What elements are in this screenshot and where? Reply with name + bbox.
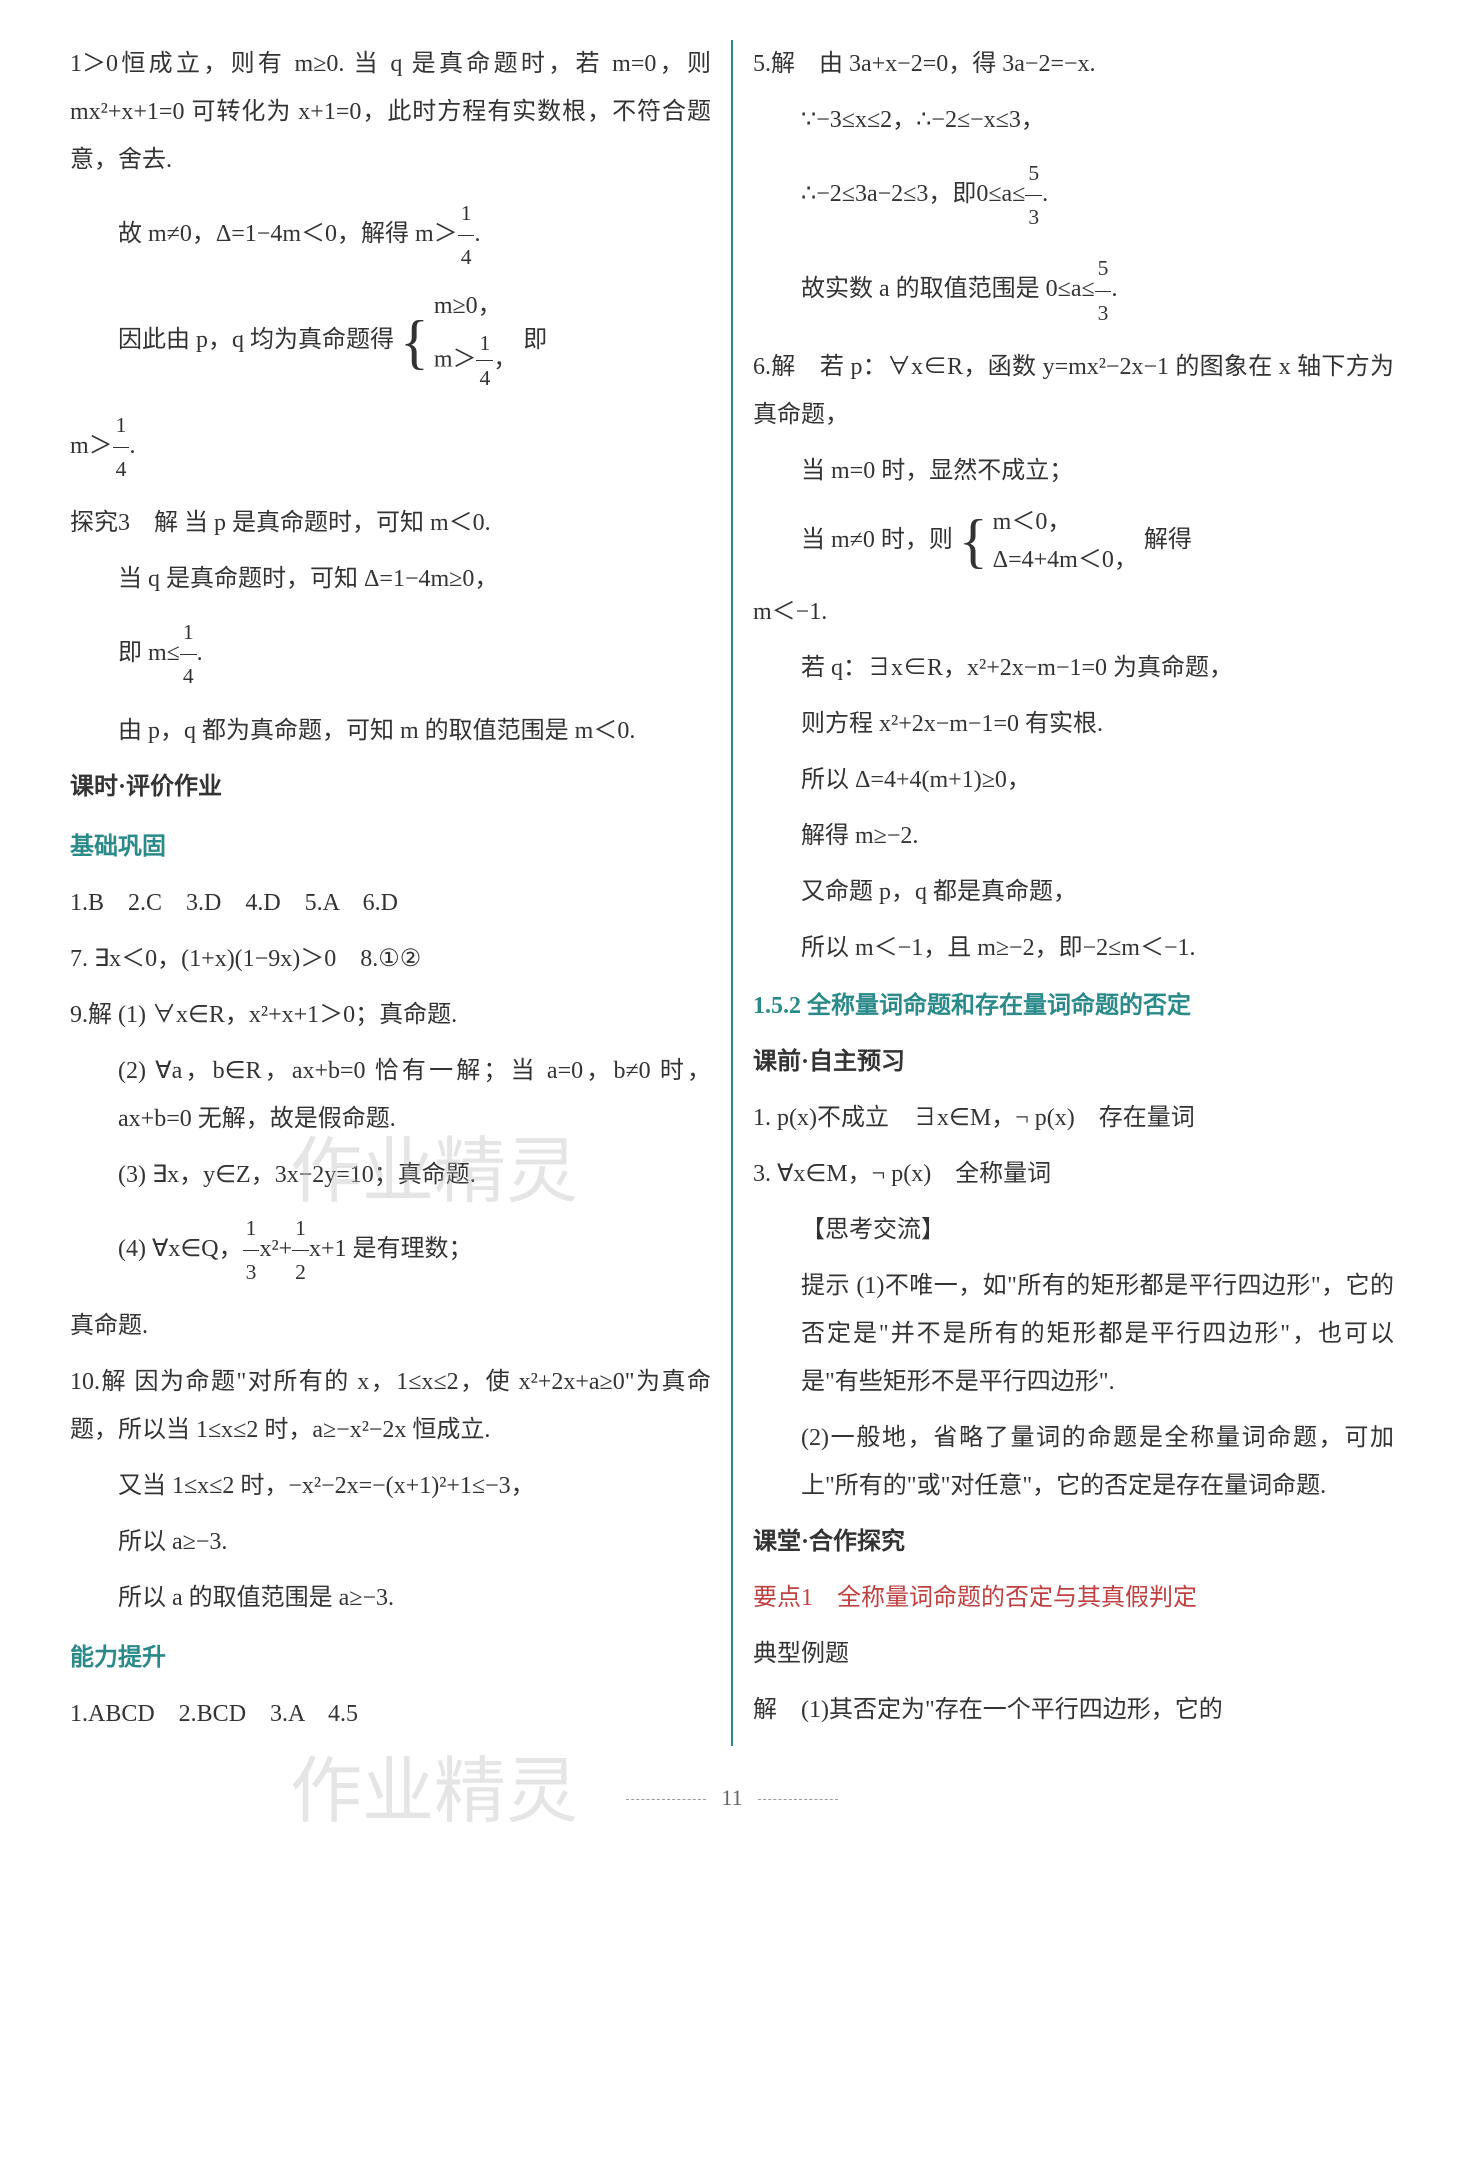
paragraph: 所以 m＜−1，且 m≥−2，即−2≤m＜−1. bbox=[753, 924, 1394, 972]
subsection-heading: 基础巩固 bbox=[70, 823, 711, 871]
explore-label: 探究3 解 当 p 是真命题时，可知 m＜0. bbox=[70, 499, 711, 547]
text: m＞ bbox=[70, 433, 113, 459]
paragraph: 故实数 a 的取值范围是 0≤a≤53. bbox=[753, 247, 1394, 334]
paragraph: m＜−1. bbox=[753, 588, 1394, 636]
solution: 解 (1)其否定为"存在一个平行四边形，它的 bbox=[753, 1686, 1394, 1734]
brace-line: Δ=4+4m＜0， bbox=[993, 541, 1138, 579]
hint-label: 提示 bbox=[801, 1273, 850, 1299]
label: 9.解 bbox=[70, 1002, 112, 1028]
paragraph: 又命题 p，q 都是真命题， bbox=[753, 868, 1394, 916]
question: 5.解 由 3a+x−2=0，得 3a−2=−x. bbox=[753, 40, 1394, 88]
right-column: 5.解 由 3a+x−2=0，得 3a−2=−x. ∵−3≤x≤2，∴−2≤−x… bbox=[733, 40, 1414, 1746]
brace-system: { m＜0， Δ=4+4m＜0， bbox=[959, 503, 1138, 580]
paragraph: 所以 a≥−3. bbox=[70, 1518, 711, 1566]
section-heading: 课堂·合作探究 bbox=[753, 1518, 1394, 1566]
text: 故 m≠0，Δ=1−4m＜0，解得 m＞ bbox=[118, 221, 458, 247]
paragraph: 解得 m≥−2. bbox=[753, 812, 1394, 860]
label: 5.解 bbox=[753, 51, 795, 77]
text: 即 m≤ bbox=[118, 640, 180, 666]
text: 解 当 p 是真命题时，可知 m＜0. bbox=[154, 510, 491, 536]
hint: (2)一般地，省略了量词的命题是全称量词命题，可加上"所有的"或"对任意"，它的… bbox=[753, 1414, 1394, 1510]
text: 解得 bbox=[1144, 527, 1192, 553]
left-column: 1＞0恒成立，则有 m≥0. 当 q 是真命题时，若 m=0，则 mx²+x+1… bbox=[50, 40, 733, 1746]
text: 由 3a+x−2=0，得 3a−2=−x. bbox=[819, 51, 1096, 77]
fraction: 14 bbox=[458, 192, 475, 279]
paragraph: 当 m≠0 时，则 { m＜0， Δ=4+4m＜0， 解得 bbox=[753, 503, 1394, 580]
text: 因此由 p，q 均为真命题得 bbox=[118, 327, 394, 353]
fraction: 53 bbox=[1095, 247, 1112, 334]
fraction: 14 bbox=[180, 611, 197, 698]
label: 10.解 bbox=[70, 1369, 127, 1395]
thinking-label: 【思考交流】 bbox=[753, 1206, 1394, 1254]
text: 若 p：∀x∈R，函数 y=mx²−2x−1 的图象在 x 轴下方为真命题， bbox=[753, 354, 1394, 428]
preview-item: 1. p(x)不成立 ∃x∈M，¬ p(x) 存在量词 bbox=[753, 1094, 1394, 1142]
paragraph: 若 q：∃x∈R，x²+2x−m−1=0 为真命题， bbox=[753, 644, 1394, 692]
text: x²+ bbox=[259, 1236, 292, 1262]
page-wrapper: 作业精灵 作业精灵 1＞0恒成立，则有 m≥0. 当 q 是真命题时，若 m=0… bbox=[50, 40, 1414, 1820]
text: 因为命题"对所有的 x，1≤x≤2，使 x²+2x+a≥0"为真命题，所以当 1… bbox=[70, 1369, 711, 1443]
paragraph: 因此由 p，q 均为真命题得 { m≥0， m＞14， 即 bbox=[70, 287, 711, 395]
brace-system: { m≥0， m＞14， bbox=[400, 287, 517, 395]
text: (1)不唯一，如"所有的矩形都是平行四边形"，它的否定是"并不是所有的矩形都是平… bbox=[801, 1273, 1394, 1395]
paragraph: (2) ∀a，b∈R，ax+b=0 恰有一解；当 a=0，b≠0 时，ax+b=… bbox=[70, 1047, 711, 1143]
paragraph: 当 m=0 时，显然不成立； bbox=[753, 447, 1394, 495]
text: ∴−2≤3a−2≤3，即0≤a≤ bbox=[801, 181, 1025, 207]
text: 即 bbox=[523, 327, 547, 353]
paragraph: 由 p，q 都为真命题，可知 m 的取值范围是 m＜0. bbox=[70, 707, 711, 755]
brace-line: m＞14， bbox=[434, 326, 517, 396]
paragraph: 当 q 是真命题时，可知 Δ=1−4m≥0， bbox=[70, 555, 711, 603]
paragraph: 所以 Δ=4+4(m+1)≥0， bbox=[753, 756, 1394, 804]
fraction: 12 bbox=[292, 1207, 309, 1294]
section-title: 1.5.2 全称量词命题和存在量词命题的否定 bbox=[753, 982, 1394, 1030]
section-heading: 课前·自主预习 bbox=[753, 1038, 1394, 1086]
paragraph: 1＞0恒成立，则有 m≥0. 当 q 是真命题时，若 m=0，则 mx²+x+1… bbox=[70, 40, 711, 184]
preview-item: 3. ∀x∈M，¬ p(x) 全称量词 bbox=[753, 1150, 1394, 1198]
text: (4) ∀x∈Q， bbox=[118, 1236, 243, 1262]
paragraph: 所以 a 的取值范围是 a≥−3. bbox=[70, 1574, 711, 1622]
paragraph: 即 m≤14. bbox=[70, 611, 711, 698]
brace-line: m≥0， bbox=[434, 287, 517, 325]
page-container: 1＞0恒成立，则有 m≥0. 当 q 是真命题时，若 m=0，则 mx²+x+1… bbox=[50, 40, 1414, 1746]
paragraph: 故 m≠0，Δ=1−4m＜0，解得 m＞14. bbox=[70, 192, 711, 279]
text: x+1 是有理数； bbox=[309, 1236, 473, 1262]
fraction: 14 bbox=[113, 404, 130, 491]
paragraph: ∴−2≤3a−2≤3，即0≤a≤53. bbox=[753, 152, 1394, 239]
paragraph: m＞14. bbox=[70, 404, 711, 491]
example-label: 典型例题 bbox=[753, 1630, 1394, 1678]
label: 6.解 bbox=[753, 354, 796, 380]
paragraph: ∵−3≤x≤2，∴−2≤−x≤3， bbox=[753, 96, 1394, 144]
question: 7. ∃x＜0，(1+x)(1−9x)＞0 8.①② bbox=[70, 935, 711, 983]
answers: 1.B 2.C 3.D 4.D 5.A 6.D bbox=[70, 879, 711, 927]
fraction: 13 bbox=[243, 1207, 260, 1294]
paragraph: (4) ∀x∈Q，13x²+12x+1 是有理数； bbox=[70, 1207, 711, 1294]
hint: 提示 (1)不唯一，如"所有的矩形都是平行四边形"，它的否定是"并不是所有的矩形… bbox=[753, 1262, 1394, 1406]
text: (1)其否定为"存在一个平行四边形，它的 bbox=[801, 1697, 1223, 1723]
paragraph: 又当 1≤x≤2 时，−x²−2x=−(x+1)²+1≤−3， bbox=[70, 1462, 711, 1510]
text: (1) ∀x∈R，x²+x+1＞0；真命题. bbox=[118, 1002, 457, 1028]
question: 10.解 因为命题"对所有的 x，1≤x≤2，使 x²+2x+a≥0"为真命题，… bbox=[70, 1358, 711, 1454]
page-number: 11 bbox=[50, 1776, 1414, 1820]
question: 9.解 (1) ∀x∈R，x²+x+1＞0；真命题. bbox=[70, 991, 711, 1039]
fraction: 53 bbox=[1025, 152, 1042, 239]
paragraph: (3) ∃x，y∈Z，3x−2y=10；真命题. bbox=[70, 1151, 711, 1199]
topic-heading: 要点1 全称量词命题的否定与其真假判定 bbox=[753, 1574, 1394, 1622]
text: 当 m≠0 时，则 bbox=[801, 527, 953, 553]
section-heading: 课时·评价作业 bbox=[70, 763, 711, 811]
label: 探究3 bbox=[70, 510, 130, 536]
paragraph: 则方程 x²+2x−m−1=0 有实根. bbox=[753, 700, 1394, 748]
question: 6.解 若 p：∀x∈R，函数 y=mx²−2x−1 的图象在 x 轴下方为真命… bbox=[753, 343, 1394, 439]
brace-line: m＜0， bbox=[993, 503, 1138, 541]
text: 故实数 a 的取值范围是 0≤a≤ bbox=[801, 277, 1095, 303]
answers: 1.ABCD 2.BCD 3.A 4.5 bbox=[70, 1690, 711, 1738]
subsection-heading: 能力提升 bbox=[70, 1634, 711, 1682]
solution-label: 解 bbox=[753, 1697, 777, 1723]
paragraph: 真命题. bbox=[70, 1302, 711, 1350]
